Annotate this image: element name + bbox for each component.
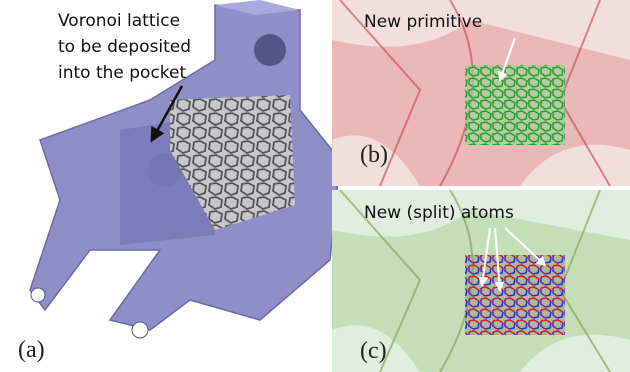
figure: (a) Voronoi lattice to be deposited into… <box>0 0 630 372</box>
panel-label: (a) <box>18 337 45 363</box>
hole <box>254 34 286 66</box>
annotation: to be deposited <box>58 37 191 57</box>
panel-b: (b) New primitive <box>332 0 630 186</box>
primitive-lattice <box>465 65 565 145</box>
annotation: Voronoi lattice <box>58 11 180 31</box>
hole <box>132 322 148 338</box>
annotation: New primitive <box>364 12 482 32</box>
annotation: New (split) atoms <box>364 203 514 223</box>
annotation: into the pocket <box>58 63 187 83</box>
panel-label: (c) <box>360 338 387 364</box>
panel-c: (c) New (split) atoms <box>332 190 630 372</box>
hole <box>31 288 45 302</box>
panel-a: (a) Voronoi lattice to be deposited into… <box>18 0 340 363</box>
panel-label: (b) <box>360 142 388 168</box>
atoms-lattice <box>465 255 565 335</box>
